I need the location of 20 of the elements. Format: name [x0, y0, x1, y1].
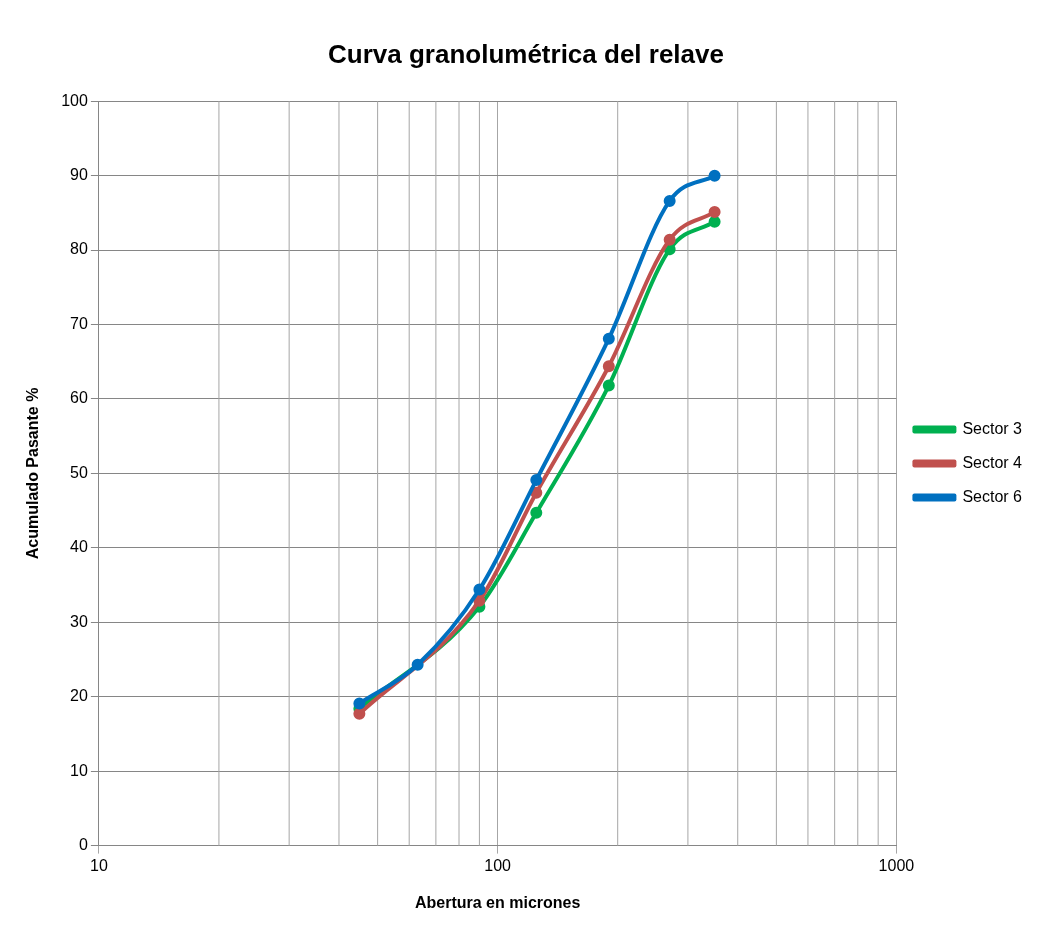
- y-tick-label: 10: [70, 761, 88, 779]
- y-axis-title: Acumulado Pasante %: [24, 387, 42, 560]
- y-tick-label: 20: [70, 687, 88, 705]
- y-tick-label: 100: [61, 91, 88, 109]
- x-tick-label: 10: [90, 856, 108, 874]
- x-tick-label: 100: [484, 856, 512, 874]
- y-tick-label: 80: [70, 240, 88, 258]
- y-tick-label: 30: [70, 612, 88, 630]
- x-axis-title: Abertura en micrones: [414, 893, 581, 911]
- y-tick-label: 40: [70, 538, 88, 556]
- x-tick-label: 1000: [878, 856, 915, 874]
- legend-label: Sector 4: [962, 453, 1023, 471]
- chart-title: Curva granolumétrica del relave: [328, 38, 724, 69]
- y-tick-label: 70: [70, 314, 88, 332]
- y-tick-label: 50: [70, 463, 88, 481]
- legend-label: Sector 6: [962, 487, 1023, 505]
- y-tick-label: 90: [70, 166, 88, 184]
- y-tick-label: 60: [70, 389, 88, 407]
- legend-label: Sector 3: [962, 419, 1023, 437]
- y-tick-label: 0: [78, 836, 88, 854]
